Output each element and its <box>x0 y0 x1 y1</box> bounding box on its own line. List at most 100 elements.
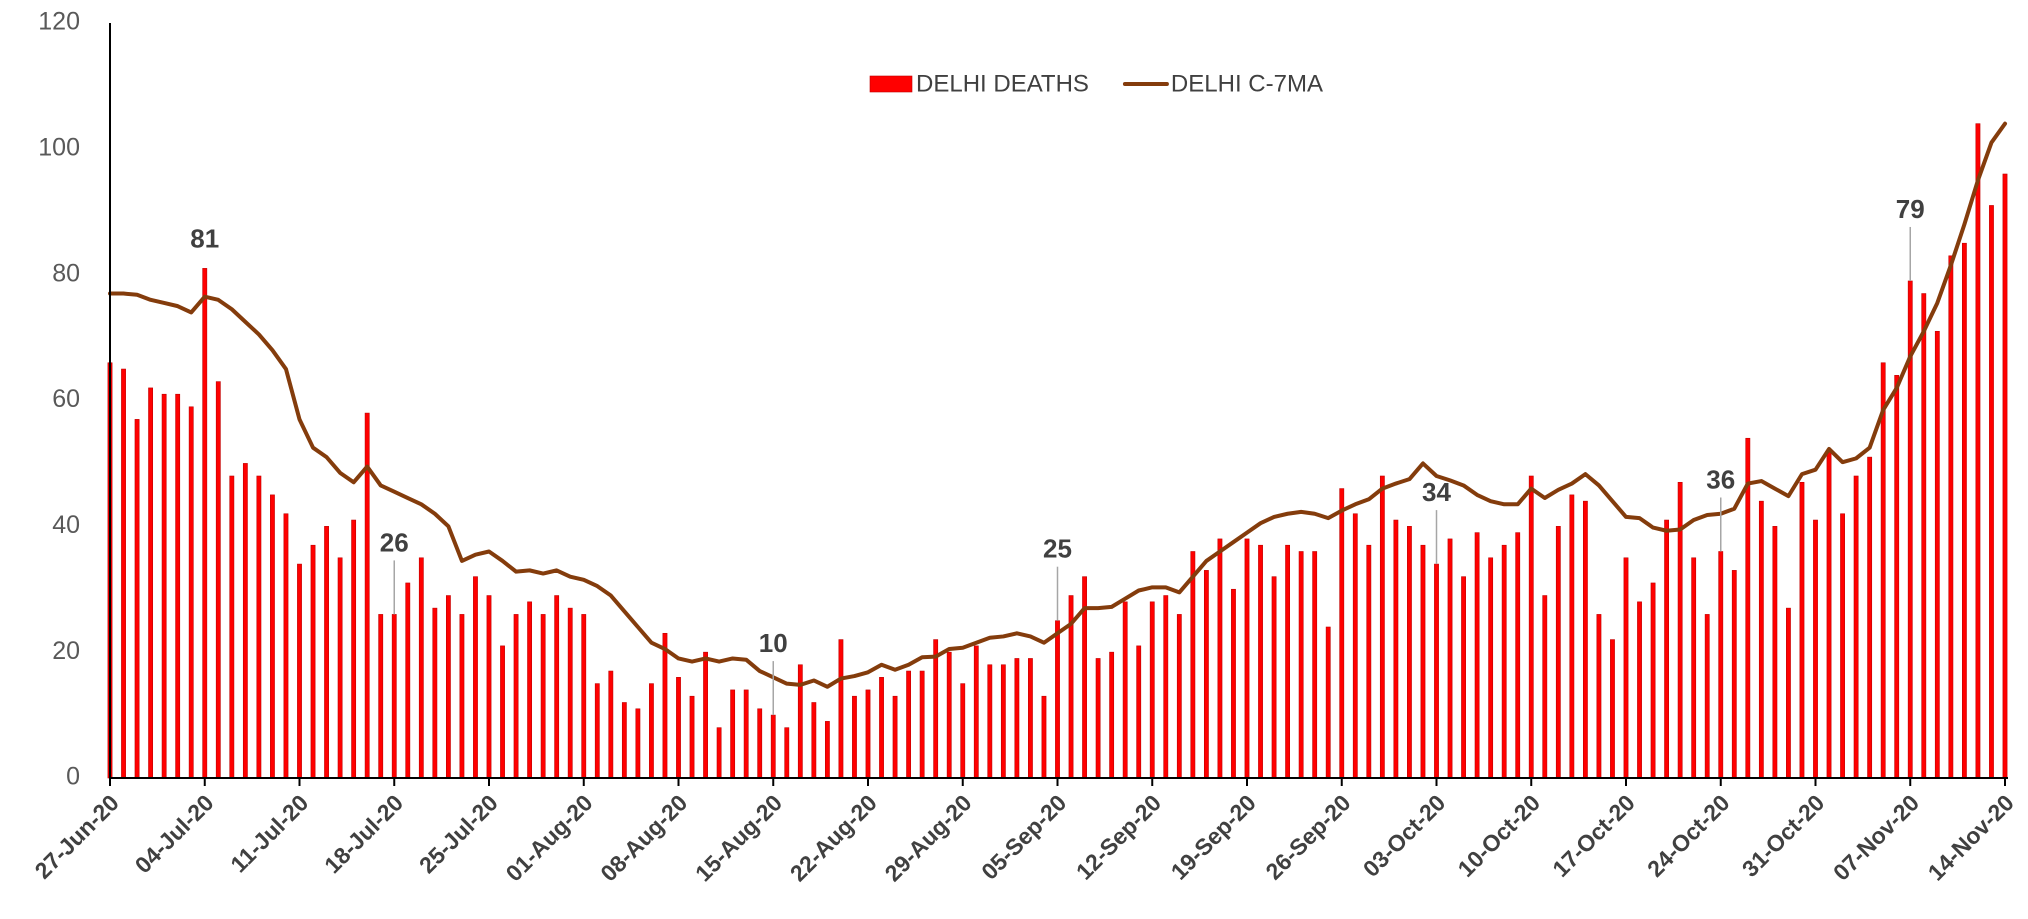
x-tick-label: 24-Oct-20 <box>1642 789 1735 882</box>
bar <box>1000 664 1006 779</box>
annotation: 36 <box>1706 464 1735 494</box>
bar <box>188 406 194 779</box>
bar <box>540 614 546 779</box>
bar <box>1934 330 1940 779</box>
x-tick-group: 15-Aug-20 <box>690 789 787 886</box>
x-tick-group: 04-Jul-20 <box>130 789 219 878</box>
x-tick-label: 27-Jun-20 <box>30 789 124 883</box>
bar <box>2002 173 2008 779</box>
bar <box>1095 658 1101 779</box>
x-tick-group: 29-Aug-20 <box>880 789 977 886</box>
bar <box>1501 544 1507 779</box>
bar <box>879 677 884 779</box>
bar <box>1366 544 1372 779</box>
bar <box>1650 582 1656 779</box>
bar <box>473 576 478 779</box>
bar <box>1596 614 1602 779</box>
bar <box>1420 544 1426 779</box>
bar <box>946 651 952 779</box>
x-tick-label: 26-Sep-20 <box>1260 789 1355 884</box>
bar <box>567 607 573 779</box>
x-tick-label: 04-Jul-20 <box>130 789 219 878</box>
bar <box>1948 255 1954 779</box>
x-tick-label: 17-Oct-20 <box>1547 789 1640 882</box>
bar <box>933 639 939 779</box>
annotation: 34 <box>1422 477 1451 507</box>
legend-swatch <box>869 75 913 93</box>
bar <box>175 393 181 779</box>
bar <box>1799 481 1805 779</box>
x-tick-group: 24-Oct-20 <box>1642 789 1735 882</box>
x-tick-label: 11-Jul-20 <box>225 789 313 877</box>
bar <box>1664 519 1670 779</box>
bar <box>391 614 397 779</box>
bar <box>1325 626 1331 779</box>
x-tick-group: 19-Sep-20 <box>1166 789 1261 884</box>
bar <box>1569 494 1575 779</box>
bar <box>1231 588 1236 779</box>
bar <box>283 513 289 779</box>
bar <box>500 645 505 779</box>
x-tick-label: 15-Aug-20 <box>690 789 787 886</box>
y-tick-label: 40 <box>52 511 80 539</box>
bar <box>730 689 736 779</box>
bar <box>148 387 154 779</box>
bar <box>134 419 140 779</box>
bar <box>1867 456 1873 779</box>
bar <box>608 670 614 779</box>
x-tick-group: 14-Nov-20 <box>1923 789 2019 885</box>
bar <box>770 714 776 779</box>
bar <box>1528 475 1534 779</box>
bar <box>1691 557 1697 779</box>
x-tick-label: 29-Aug-20 <box>880 789 977 886</box>
bar <box>270 494 275 779</box>
bar <box>1203 570 1209 779</box>
bar <box>716 727 722 779</box>
bar <box>635 708 641 779</box>
x-tick-label: 18-Jul-20 <box>319 789 408 878</box>
bar <box>1379 475 1385 779</box>
x-tick-group: 01-Aug-20 <box>501 789 598 886</box>
x-tick-group: 31-Oct-20 <box>1737 789 1830 882</box>
bar <box>987 664 993 779</box>
x-tick-label: 05-Sep-20 <box>976 789 1071 884</box>
bar <box>581 614 587 779</box>
bar <box>1637 601 1642 779</box>
bar <box>1109 651 1115 779</box>
bar <box>1258 544 1263 779</box>
bar <box>1041 695 1047 779</box>
x-tick-group: 05-Sep-20 <box>976 789 1071 884</box>
bar <box>743 689 749 779</box>
bar <box>1813 519 1818 779</box>
line <box>108 121 2007 689</box>
x-tick-group: 17-Oct-20 <box>1547 789 1640 882</box>
bar <box>215 381 221 779</box>
bar <box>1515 532 1521 779</box>
x-tick-group: 12-Sep-20 <box>1071 789 1166 884</box>
y-tick-label: 60 <box>52 385 80 413</box>
bar <box>703 651 708 779</box>
bar <box>1853 475 1859 779</box>
x-tick-group: 10-Oct-20 <box>1453 789 1546 882</box>
bar <box>1271 576 1277 779</box>
bar <box>554 595 560 779</box>
x-tick-group: 22-Aug-20 <box>785 789 882 886</box>
bar <box>161 393 167 779</box>
annotation: 10 <box>759 628 788 658</box>
bar <box>513 614 519 779</box>
bar <box>1975 123 1981 779</box>
bar <box>324 526 329 779</box>
bar <box>1434 563 1439 779</box>
x-tick-group: 08-Aug-20 <box>595 789 692 886</box>
x-tick-label: 07-Nov-20 <box>1828 789 1924 885</box>
bar <box>1921 293 1927 779</box>
x-tick-label: 19-Sep-20 <box>1166 789 1261 884</box>
bar <box>865 689 871 779</box>
x-tick-label: 14-Nov-20 <box>1923 789 2019 885</box>
bar <box>1461 576 1466 779</box>
x-tick-group: 11-Jul-20 <box>225 789 313 877</box>
bar <box>1989 205 1994 779</box>
annotation: 81 <box>190 223 219 253</box>
bar <box>459 614 465 779</box>
